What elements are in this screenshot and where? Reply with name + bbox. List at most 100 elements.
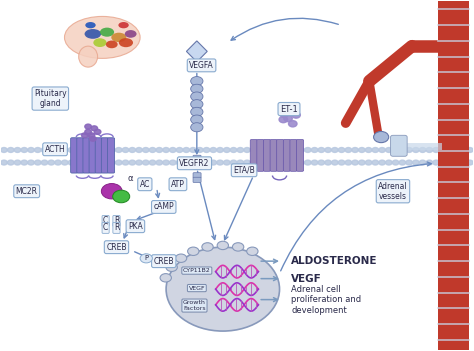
Circle shape <box>291 147 298 152</box>
Circle shape <box>352 147 358 152</box>
Circle shape <box>48 160 55 165</box>
Circle shape <box>230 147 237 152</box>
Circle shape <box>338 147 345 152</box>
Ellipse shape <box>85 22 96 28</box>
Circle shape <box>325 147 331 152</box>
Circle shape <box>291 160 298 165</box>
Circle shape <box>41 147 48 152</box>
FancyBboxPatch shape <box>257 139 264 171</box>
Circle shape <box>237 147 244 152</box>
Text: C: C <box>103 217 108 225</box>
Circle shape <box>412 160 419 165</box>
FancyBboxPatch shape <box>297 139 304 171</box>
Circle shape <box>331 147 338 152</box>
Text: R: R <box>114 224 119 232</box>
Circle shape <box>116 147 122 152</box>
Circle shape <box>90 136 96 141</box>
Text: ACTH: ACTH <box>45 145 65 154</box>
FancyBboxPatch shape <box>438 1 469 350</box>
Circle shape <box>365 160 372 165</box>
Circle shape <box>170 147 176 152</box>
Circle shape <box>68 160 75 165</box>
Circle shape <box>41 160 48 165</box>
Text: ATP: ATP <box>171 180 185 189</box>
FancyBboxPatch shape <box>250 139 257 171</box>
Circle shape <box>191 115 203 124</box>
Circle shape <box>27 160 34 165</box>
Circle shape <box>94 130 101 134</box>
Circle shape <box>399 147 406 152</box>
Circle shape <box>35 160 41 165</box>
Circle shape <box>406 147 412 152</box>
Circle shape <box>102 147 109 152</box>
Circle shape <box>149 147 156 152</box>
Circle shape <box>21 160 27 165</box>
FancyBboxPatch shape <box>270 139 277 171</box>
Circle shape <box>426 160 433 165</box>
Circle shape <box>203 147 210 152</box>
Circle shape <box>406 160 412 165</box>
Circle shape <box>412 147 419 152</box>
FancyBboxPatch shape <box>193 177 201 183</box>
Circle shape <box>338 160 345 165</box>
Circle shape <box>325 160 331 165</box>
Circle shape <box>191 100 203 109</box>
Circle shape <box>447 160 453 165</box>
Circle shape <box>129 147 136 152</box>
Circle shape <box>311 147 318 152</box>
FancyBboxPatch shape <box>71 138 78 173</box>
Circle shape <box>460 147 466 152</box>
Text: α: α <box>128 174 133 184</box>
Text: ETA/B: ETA/B <box>233 166 255 175</box>
FancyBboxPatch shape <box>101 138 109 173</box>
Circle shape <box>244 160 250 165</box>
Text: CREB: CREB <box>154 257 174 266</box>
Circle shape <box>217 147 223 152</box>
Circle shape <box>85 124 91 129</box>
Circle shape <box>183 160 190 165</box>
Text: CREB: CREB <box>106 243 127 252</box>
Circle shape <box>122 160 129 165</box>
Text: C: C <box>103 224 108 232</box>
Ellipse shape <box>79 46 98 67</box>
Ellipse shape <box>64 16 140 58</box>
Circle shape <box>311 160 318 165</box>
Circle shape <box>140 254 153 263</box>
Circle shape <box>453 147 460 152</box>
Circle shape <box>439 160 446 165</box>
Circle shape <box>68 147 75 152</box>
Circle shape <box>217 241 228 250</box>
Text: VEGF: VEGF <box>189 286 205 291</box>
Circle shape <box>232 243 244 251</box>
Circle shape <box>75 160 82 165</box>
Circle shape <box>264 160 271 165</box>
Circle shape <box>304 147 311 152</box>
Circle shape <box>447 147 453 152</box>
Circle shape <box>136 160 142 165</box>
Circle shape <box>224 160 230 165</box>
Circle shape <box>318 147 325 152</box>
Circle shape <box>176 160 183 165</box>
Ellipse shape <box>100 28 114 37</box>
Text: cAMP: cAMP <box>154 203 174 211</box>
Circle shape <box>345 147 352 152</box>
Circle shape <box>0 160 7 165</box>
Circle shape <box>191 107 203 117</box>
Circle shape <box>210 160 217 165</box>
Circle shape <box>116 160 122 165</box>
Circle shape <box>129 160 136 165</box>
Circle shape <box>279 117 288 123</box>
Text: CYP11B2: CYP11B2 <box>183 268 211 273</box>
Circle shape <box>197 147 203 152</box>
Circle shape <box>14 160 21 165</box>
Circle shape <box>85 130 91 134</box>
FancyBboxPatch shape <box>193 173 201 178</box>
Text: Growth
Factors: Growth Factors <box>183 300 206 311</box>
Circle shape <box>191 77 203 86</box>
Circle shape <box>82 160 88 165</box>
Circle shape <box>224 147 230 152</box>
Circle shape <box>176 147 183 152</box>
FancyBboxPatch shape <box>193 160 201 165</box>
Ellipse shape <box>106 41 118 48</box>
Circle shape <box>419 147 426 152</box>
